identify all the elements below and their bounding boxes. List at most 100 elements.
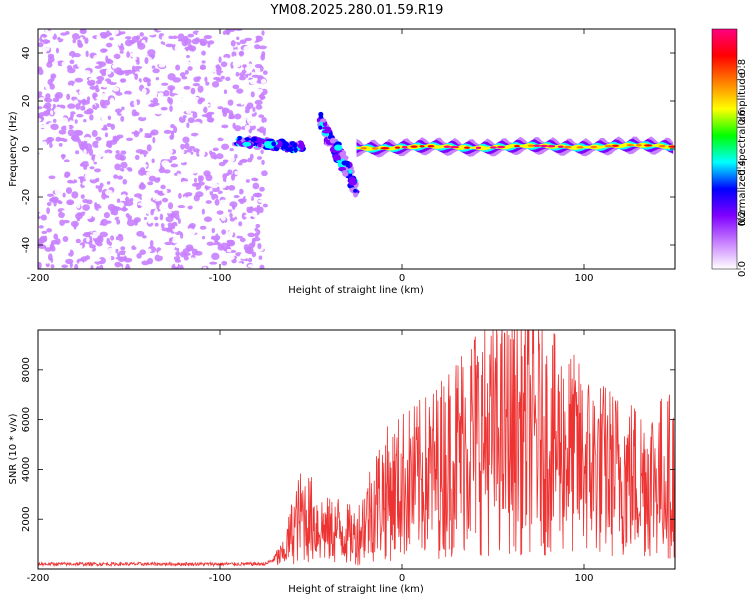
heatmap-noise-blob [96, 241, 103, 247]
heatmap-noise-blob [120, 150, 127, 155]
heatmap-ridge-peak [658, 144, 666, 148]
heatmap-noise-blob [169, 166, 174, 172]
heatmap-noise-blob [80, 72, 89, 77]
heatmap-noise-blob [223, 36, 228, 44]
heatmap-noise-blob [89, 44, 99, 52]
heatmap-ytick-label: 40 [21, 47, 32, 60]
heatmap-noise-blob [157, 94, 162, 101]
heatmap-noise-blob [120, 108, 128, 116]
heatmap-noise-blob [163, 262, 171, 269]
heatmap-noise-blob [211, 81, 220, 88]
heatmap-noise-blob [246, 102, 254, 109]
heatmap-noise-blob [215, 29, 219, 34]
heatmap-noise-blob [68, 55, 72, 61]
heatmap-noise-blob [122, 216, 128, 224]
heatmap-noise-blob [147, 248, 152, 253]
heatmap-noise-blob [239, 252, 248, 260]
heatmap-noise-blob [103, 211, 110, 219]
heatmap-noise-blob [126, 137, 134, 141]
heatmap-noise-blob [241, 58, 248, 64]
heatmap-noise-blob [169, 105, 173, 112]
heatmap-noise-blob [196, 104, 200, 108]
heatmap-noise-blob [42, 39, 49, 45]
heatmap-noise-blob [89, 85, 97, 90]
heatmap-noise-blob [180, 157, 186, 163]
heatmap-noise-blob [115, 153, 123, 160]
heatmap-noise-blob [236, 235, 243, 239]
heatmap-noise-blob [190, 166, 199, 174]
heatmap-noise-blob [89, 114, 94, 121]
heatmap-noise-blob [79, 163, 85, 167]
heatmap-streak-blob [237, 135, 242, 141]
heatmap-noise-blob [142, 95, 148, 100]
heatmap-noise-blob [186, 122, 190, 129]
heatmap-noise-blob [164, 50, 172, 56]
heatmap-noise-blob [233, 219, 239, 223]
heatmap-noise-blob [67, 103, 76, 109]
heatmap-noise-blob [239, 237, 246, 243]
heatmap-noise-blob [65, 187, 73, 194]
heatmap-noise-blob [100, 218, 109, 227]
heatmap-noise-blob [89, 166, 95, 170]
snr-xtick-label: 0 [399, 573, 405, 584]
heatmap-noise-blob [217, 190, 223, 195]
heatmap-noise-blob [57, 166, 64, 171]
heatmap-noise-blob [173, 126, 178, 134]
heatmap-noise-blob [243, 45, 251, 53]
heatmap-noise-blob [115, 247, 119, 254]
heatmap-noise-blob [231, 51, 237, 58]
heatmap-noise-blob [230, 40, 236, 47]
heatmap-noise-blob [48, 43, 56, 47]
heatmap-noise-blob [222, 159, 229, 163]
heatmap-noise-blob [107, 115, 112, 120]
heatmap-noise-blob [65, 247, 71, 254]
heatmap-noise-blob [55, 87, 63, 93]
heatmap-noise-blob [201, 235, 206, 240]
heatmap-noise-blob [209, 190, 214, 196]
heatmap-noise-blob [46, 125, 51, 130]
heatmap-noise-blob [66, 93, 71, 101]
heatmap-noise-blob [92, 172, 98, 178]
heatmap-streak-blob [338, 166, 347, 172]
heatmap-noise-blob [171, 60, 175, 65]
heatmap-noise-blob [125, 59, 132, 66]
heatmap-noise-blob [67, 179, 74, 184]
heatmap-streak-blob [271, 141, 277, 147]
heatmap-noise-blob [117, 38, 122, 47]
heatmap-noise-blob [235, 245, 239, 252]
heatmap-noise-blob [139, 32, 144, 37]
heatmap-noise-blob [124, 39, 133, 47]
heatmap-noise-blob [189, 257, 196, 262]
heatmap-streak-blob [242, 141, 252, 147]
heatmap-noise-blob [60, 117, 69, 125]
heatmap-noise-blob [237, 262, 243, 269]
heatmap-noise-blob [139, 154, 145, 159]
heatmap-noise-blob [39, 200, 47, 206]
heatmap-noise-blob [172, 77, 182, 83]
heatmap-noise-blob [38, 124, 44, 129]
heatmap-noise-blob [135, 149, 144, 154]
heatmap-noise-blob [153, 164, 161, 170]
heatmap-noise-blob [233, 106, 239, 114]
heatmap-noise-blob [255, 132, 261, 137]
heatmap-noise-blob [143, 216, 147, 221]
heatmap-noise-blob [216, 210, 224, 215]
heatmap-noise-blob [111, 29, 119, 36]
heatmap-noise-blob [216, 78, 223, 82]
heatmap-noise-blob [174, 44, 181, 53]
heatmap-noise-blob [156, 202, 160, 210]
heatmap-ytick-label: 20 [21, 95, 32, 108]
heatmap-noise-blob [169, 237, 173, 243]
heatmap-noise-blob [205, 81, 210, 86]
heatmap-noise-blob [38, 153, 41, 161]
heatmap-noise-blob [79, 233, 83, 238]
heatmap-noise-blob [96, 177, 100, 182]
heatmap-noise-blob [258, 114, 265, 118]
heatmap-noise-blob [105, 260, 111, 266]
snr-ticks: -200 -100 0 100 2000 4000 6000 8000 [21, 330, 675, 584]
colorbar: 0.0 0.2 0.4 0.6 0.8 Normalized spectral ampl… [711, 28, 748, 277]
heatmap-noise-blob [197, 30, 205, 37]
heatmap-noise-blob [101, 127, 109, 131]
heatmap-noise-blob [239, 72, 246, 77]
heatmap-noise-blob [99, 231, 108, 238]
